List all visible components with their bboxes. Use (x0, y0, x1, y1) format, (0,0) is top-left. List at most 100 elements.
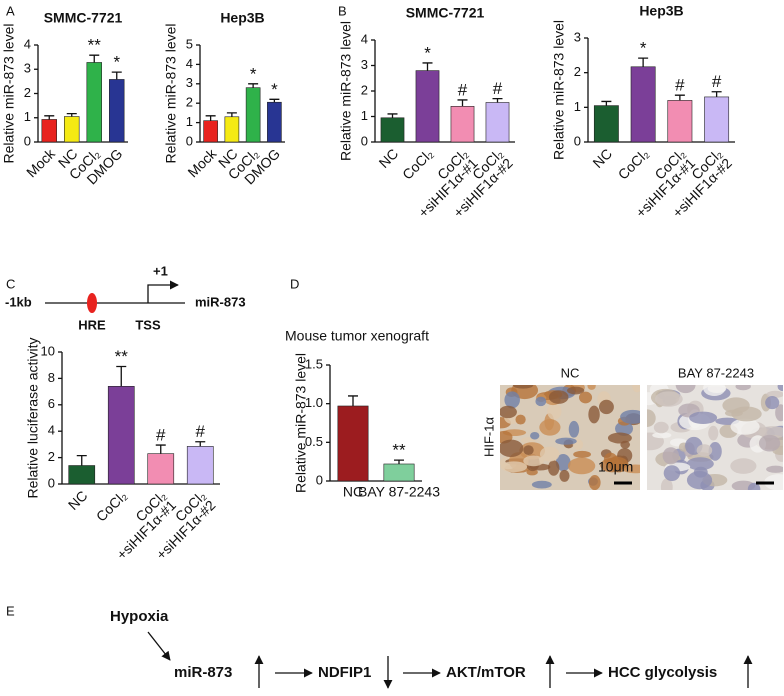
error-bar (638, 57, 649, 67)
tissue (523, 445, 534, 455)
tissue (775, 404, 783, 422)
error-bar (76, 454, 87, 466)
significance: # (675, 76, 685, 95)
y-tick-label: 1.0 (305, 395, 323, 410)
panel-letter: A (6, 3, 15, 18)
promoter-plus: +1 (153, 263, 168, 278)
significance: ** (392, 441, 406, 460)
tissue (766, 465, 783, 473)
promoter-gene: miR-873 (195, 294, 246, 309)
pathway-step: HCC glycolysis (608, 664, 717, 681)
x-tick-label: BAY 87-2243 (358, 484, 440, 500)
chart-title: Hep3B (220, 10, 264, 26)
bar (224, 116, 240, 143)
error-bar (711, 91, 722, 97)
y-tick-label: 2 (48, 449, 55, 464)
y-tick-label: 1 (186, 114, 193, 129)
error-bar (457, 99, 468, 107)
bar (64, 116, 80, 143)
significance: * (113, 53, 120, 72)
y-tick-label: 0.5 (305, 434, 323, 449)
promoter-start: -1kb (5, 294, 32, 309)
pathway-arrow (147, 631, 171, 661)
tissue (758, 434, 781, 452)
tissue (559, 469, 570, 482)
error-bar (248, 83, 259, 88)
y-axis-label: Relative miR-873 level (551, 20, 567, 160)
tissue (547, 460, 560, 476)
pathway-step: miR-873 (174, 664, 232, 681)
y-tick-label: 2 (361, 82, 368, 97)
y-tick-label: 8 (48, 370, 55, 385)
y-tick-label: 0 (361, 133, 368, 148)
panel-letter: E (6, 603, 15, 618)
error-bar (89, 54, 100, 63)
promoter-element: HRE (78, 317, 106, 332)
tissue (500, 405, 517, 419)
tissue (567, 457, 596, 475)
y-tick-label: 3 (186, 75, 193, 90)
tissue (689, 411, 718, 425)
tissue (766, 390, 783, 398)
tissue (520, 437, 536, 444)
y-axis-label: Relative miR-873 level (338, 21, 354, 161)
tissue (535, 396, 547, 407)
bar (186, 446, 214, 485)
y-axis-label: Relative luciferase activity (25, 337, 41, 498)
tissue (607, 432, 632, 444)
bar (109, 79, 125, 143)
error-bar (155, 444, 166, 454)
significance: ** (115, 347, 129, 366)
tissue (647, 409, 656, 427)
hre-site (87, 293, 97, 313)
promoter-tss: TSS (135, 317, 161, 332)
ihc-stain: HIF-1α (481, 417, 496, 458)
x-tick-label: CoCl₂ (399, 145, 436, 182)
pathway-step: NDFIP1 (318, 664, 371, 681)
tissue (523, 455, 544, 467)
y-tick-label: 3 (24, 61, 31, 76)
significance: ** (88, 36, 102, 55)
tissue (621, 464, 640, 474)
tissue (615, 421, 634, 436)
error-bar (116, 365, 127, 387)
y-tick-label: 4 (186, 56, 193, 71)
tissue (500, 461, 528, 473)
bar (415, 70, 440, 143)
significance: * (271, 80, 278, 99)
tissue (547, 402, 562, 420)
bar (203, 120, 218, 143)
significance: # (196, 422, 206, 441)
panel-letter: B (338, 3, 347, 18)
tissue (703, 385, 726, 397)
y-tick-label: 4 (48, 423, 55, 438)
significance: * (640, 39, 647, 58)
y-tick-label: 3 (361, 57, 368, 72)
pathway-stimulus: Hypoxia (110, 608, 169, 625)
chart-title: Mouse tumor xenograft (285, 328, 429, 344)
y-tick-label: 6 (48, 396, 55, 411)
bar (68, 465, 96, 485)
bar (485, 102, 510, 143)
y-axis-label: Relative miR-873 level (1, 23, 17, 163)
tissue (567, 386, 585, 395)
tissue (730, 458, 757, 474)
tissue (515, 414, 526, 425)
x-tick-label: Mock (184, 145, 220, 181)
y-tick-label: 2 (186, 95, 193, 110)
bar (667, 100, 693, 143)
tissue (654, 391, 683, 407)
y-tick-label: 0 (48, 475, 55, 490)
tissue (652, 432, 672, 439)
error-bar (195, 441, 206, 447)
tissue (663, 465, 681, 482)
tissue (539, 446, 560, 462)
error-bar (111, 71, 122, 80)
x-tick-label: CoCl₂ (615, 145, 652, 182)
tissue (765, 396, 780, 410)
tissue (598, 399, 614, 415)
bar (383, 463, 415, 482)
tissue (600, 458, 625, 473)
error-bar (601, 100, 612, 106)
